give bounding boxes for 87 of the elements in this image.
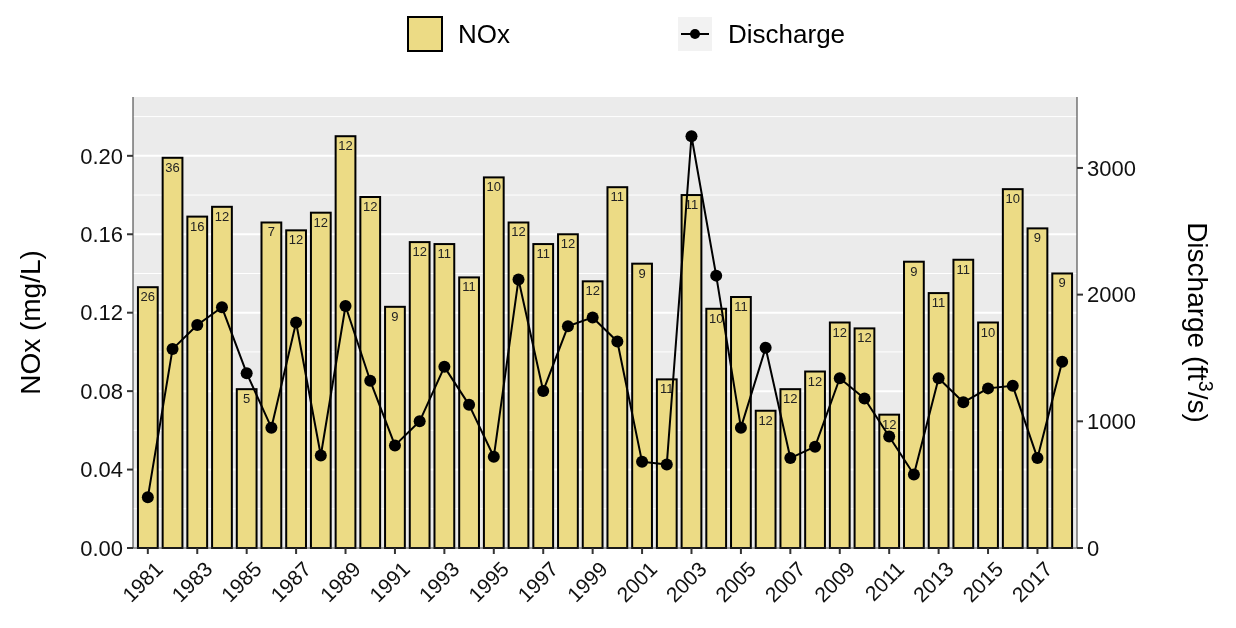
- point: [982, 382, 995, 395]
- annotation: 12: [560, 236, 576, 252]
- annotation: 12: [783, 391, 798, 407]
- annotation: 11: [610, 189, 625, 205]
- annotation: 12: [857, 330, 872, 346]
- point: [339, 300, 352, 313]
- point: [932, 372, 945, 385]
- point: [290, 316, 303, 329]
- point: [512, 273, 525, 286]
- point: [314, 449, 327, 462]
- annotation: 11: [462, 279, 476, 295]
- point: [265, 421, 278, 434]
- bar: [754, 409, 777, 549]
- annotation: 26: [140, 289, 156, 305]
- point: [660, 458, 673, 471]
- point: [784, 452, 797, 465]
- y2-tick-label: 0: [1087, 535, 1100, 561]
- annotation: 11: [660, 381, 674, 397]
- annotation: 12: [807, 373, 823, 389]
- point: [388, 439, 401, 452]
- point: [1056, 355, 1069, 368]
- point: [734, 421, 747, 434]
- legend-label: NOx: [458, 19, 510, 50]
- point: [858, 392, 871, 405]
- point: [537, 384, 550, 397]
- point: [141, 491, 154, 504]
- annotation: 12: [758, 412, 773, 428]
- annotation: 12: [288, 232, 304, 248]
- point: [586, 311, 599, 324]
- point: [438, 360, 451, 373]
- annotation: 12: [832, 324, 847, 340]
- annotation: 36: [165, 159, 180, 175]
- annotation: 9: [1058, 275, 1066, 291]
- y-tick-label: 0.12: [80, 300, 123, 326]
- point: [364, 374, 377, 387]
- point: [685, 130, 698, 143]
- annotation: 10: [980, 324, 996, 340]
- annotation: 9: [391, 308, 399, 324]
- point: [957, 396, 970, 409]
- point: [611, 335, 624, 348]
- point: [907, 468, 920, 481]
- annotation: 11: [734, 299, 748, 315]
- y-tick-label: 0.16: [80, 221, 123, 247]
- point: [561, 320, 574, 333]
- annotation: 12: [585, 283, 600, 299]
- annotation: 10: [1005, 191, 1020, 207]
- y-tick-label: 0.20: [80, 143, 123, 169]
- y-tick-label: 0.08: [80, 378, 123, 404]
- point: [191, 319, 204, 332]
- y-tick-label: 0.04: [80, 457, 123, 483]
- point: [833, 372, 846, 385]
- y2-tick-label: 3000: [1087, 155, 1136, 181]
- point: [1031, 452, 1044, 465]
- annotation: 10: [486, 179, 502, 195]
- point: [413, 415, 426, 428]
- point: [487, 450, 500, 463]
- point: [809, 440, 822, 453]
- y2-tick-label: 1000: [1087, 409, 1136, 435]
- annotation: 12: [363, 199, 378, 214]
- annotation: 9: [910, 263, 918, 279]
- annotation: 12: [412, 244, 427, 260]
- point: [759, 341, 772, 354]
- y-tick-label: 0.00: [80, 535, 123, 561]
- point: [215, 301, 228, 314]
- y-axis-title: NOx (mg/L): [15, 250, 46, 395]
- point: [883, 430, 896, 443]
- annotation: 11: [956, 261, 971, 277]
- annotation: 12: [313, 214, 329, 230]
- annotation: 12: [511, 224, 526, 240]
- point: [636, 455, 649, 468]
- annotation: 7: [267, 224, 275, 240]
- y2-tick-label: 2000: [1087, 282, 1136, 308]
- annotation: 16: [190, 218, 205, 234]
- point: [1006, 379, 1019, 392]
- annotation: 12: [338, 138, 353, 154]
- point: [240, 367, 253, 380]
- annotation: 11: [437, 246, 452, 262]
- annotation: 11: [536, 246, 550, 262]
- annotation: 9: [1033, 230, 1042, 246]
- annotation: 9: [638, 265, 646, 281]
- annotation: 11: [931, 295, 946, 311]
- annotation: 12: [214, 208, 230, 224]
- legend-label: Discharge: [728, 19, 846, 50]
- point: [710, 269, 723, 282]
- annotation: 5: [243, 391, 251, 407]
- point: [463, 398, 476, 411]
- point: [166, 343, 179, 356]
